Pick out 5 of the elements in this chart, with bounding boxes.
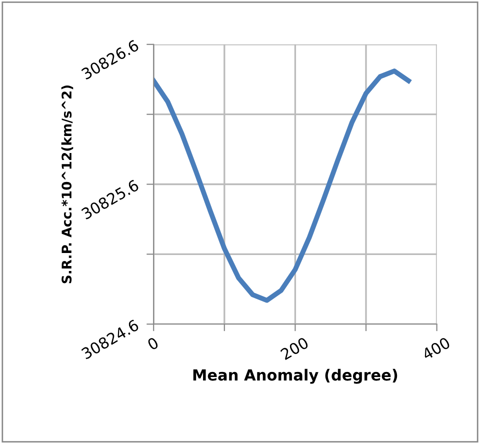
x-axis-title: Mean Anomaly (degree)	[193, 368, 398, 384]
x-tick-label: 200	[280, 336, 310, 360]
x-tick-label: 0	[146, 336, 160, 351]
x-tick-label: 400	[421, 336, 451, 360]
y-axis-title: S.R.P. Acc.*10^12(km/s^2)	[61, 85, 74, 284]
